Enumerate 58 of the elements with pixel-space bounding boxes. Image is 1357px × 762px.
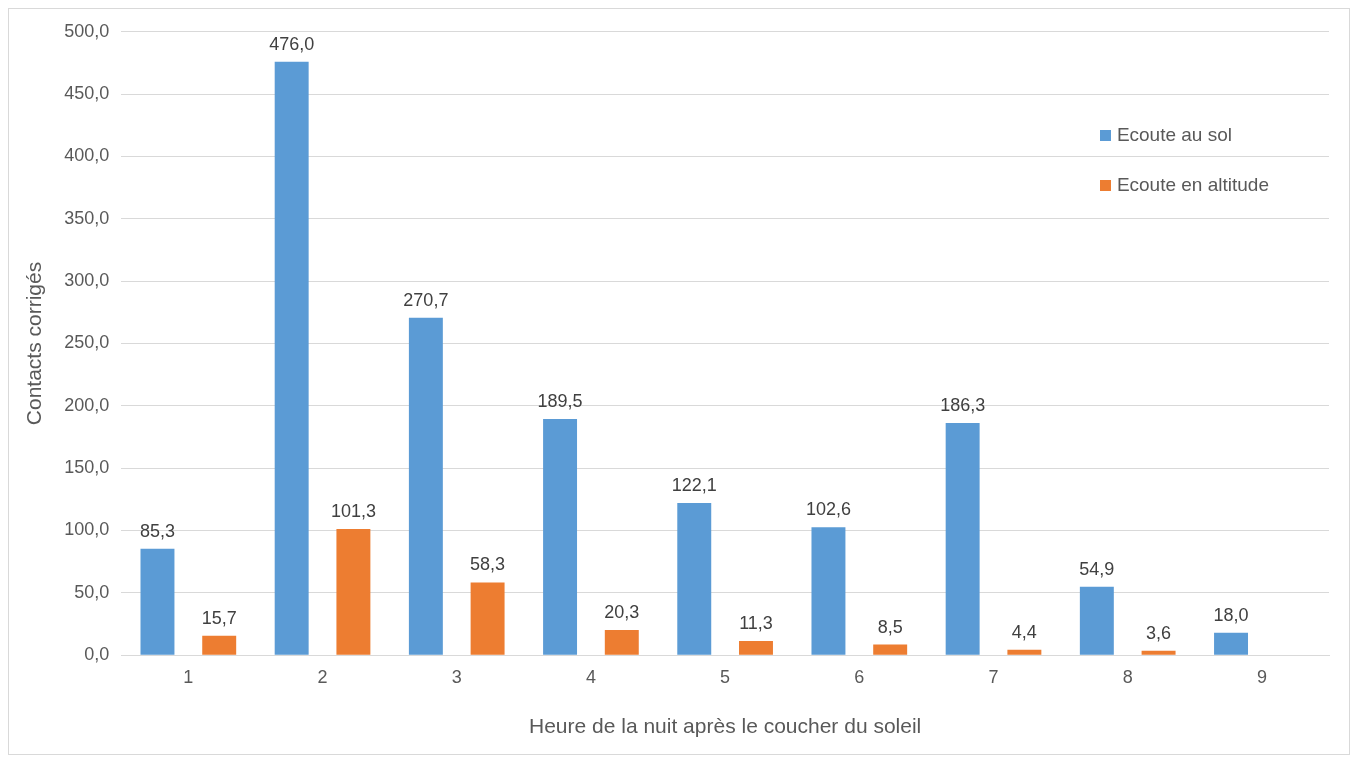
bar: [1079, 586, 1114, 655]
data-label: 101,3: [330, 500, 376, 521]
y-tick-label: 400,0: [64, 145, 110, 166]
x-tick-label: 5: [720, 666, 731, 687]
bar: [811, 527, 846, 655]
data-label: 15,7: [201, 607, 237, 628]
y-tick-label: 450,0: [64, 83, 110, 104]
data-label: 102,6: [805, 499, 851, 520]
data-label: 85,3: [139, 520, 175, 541]
bar: [470, 582, 505, 655]
x-tick-label: 9: [1256, 666, 1267, 687]
data-label: 186,3: [940, 394, 986, 415]
data-label: 58,3: [470, 554, 506, 575]
bar: [739, 641, 773, 655]
x-axis-title: Heure de la nuit après le coucher du soleil: [529, 714, 922, 738]
bar: [274, 61, 309, 655]
y-tick-label: 200,0: [64, 394, 110, 415]
data-label: 122,1: [671, 474, 717, 495]
bar: [1007, 649, 1042, 655]
x-tick-label: 2: [317, 666, 328, 687]
bar: [604, 629, 639, 655]
data-label: 476,0: [269, 33, 315, 54]
bar: [1141, 650, 1176, 655]
bar: [873, 644, 908, 655]
y-tick-label: 350,0: [64, 207, 110, 228]
data-label: 189,5: [537, 390, 583, 411]
data-label: 54,9: [1079, 558, 1115, 579]
bar: [1214, 632, 1249, 655]
x-tick-label: 3: [451, 666, 462, 687]
x-tick-label: 8: [1122, 666, 1133, 687]
bar: [202, 635, 237, 655]
y-tick-label: 0,0: [84, 644, 110, 665]
data-label: 18,0: [1213, 604, 1249, 625]
bar: [408, 317, 443, 655]
bar: [543, 418, 578, 655]
y-axis-title: Contacts corrigés: [22, 261, 46, 426]
data-label: 270,7: [403, 289, 449, 310]
data-label: 20,3: [604, 601, 640, 622]
y-tick-label: 250,0: [64, 332, 110, 353]
x-tick-label: 6: [854, 666, 865, 687]
data-label: 8,5: [877, 616, 903, 637]
y-tick-label: 150,0: [64, 457, 110, 478]
y-tick-label: 500,0: [64, 20, 110, 41]
data-label: 4,4: [1011, 621, 1037, 642]
bar: [140, 548, 175, 655]
legend-label: Ecoute en altitude: [1116, 174, 1269, 196]
y-tick-label: 50,0: [74, 581, 110, 602]
y-tick-label: 100,0: [64, 519, 110, 540]
data-label: 11,3: [739, 613, 773, 634]
bar: [336, 528, 371, 655]
y-tick-label: 300,0: [64, 270, 110, 291]
legend-label: Ecoute au sol: [1116, 124, 1233, 146]
x-tick-label: 4: [585, 666, 596, 687]
data-label: 3,6: [1146, 622, 1172, 643]
bar: [677, 502, 712, 655]
x-tick-label: 1: [183, 666, 194, 687]
bar: [945, 422, 980, 655]
x-tick-label: 7: [988, 666, 999, 687]
